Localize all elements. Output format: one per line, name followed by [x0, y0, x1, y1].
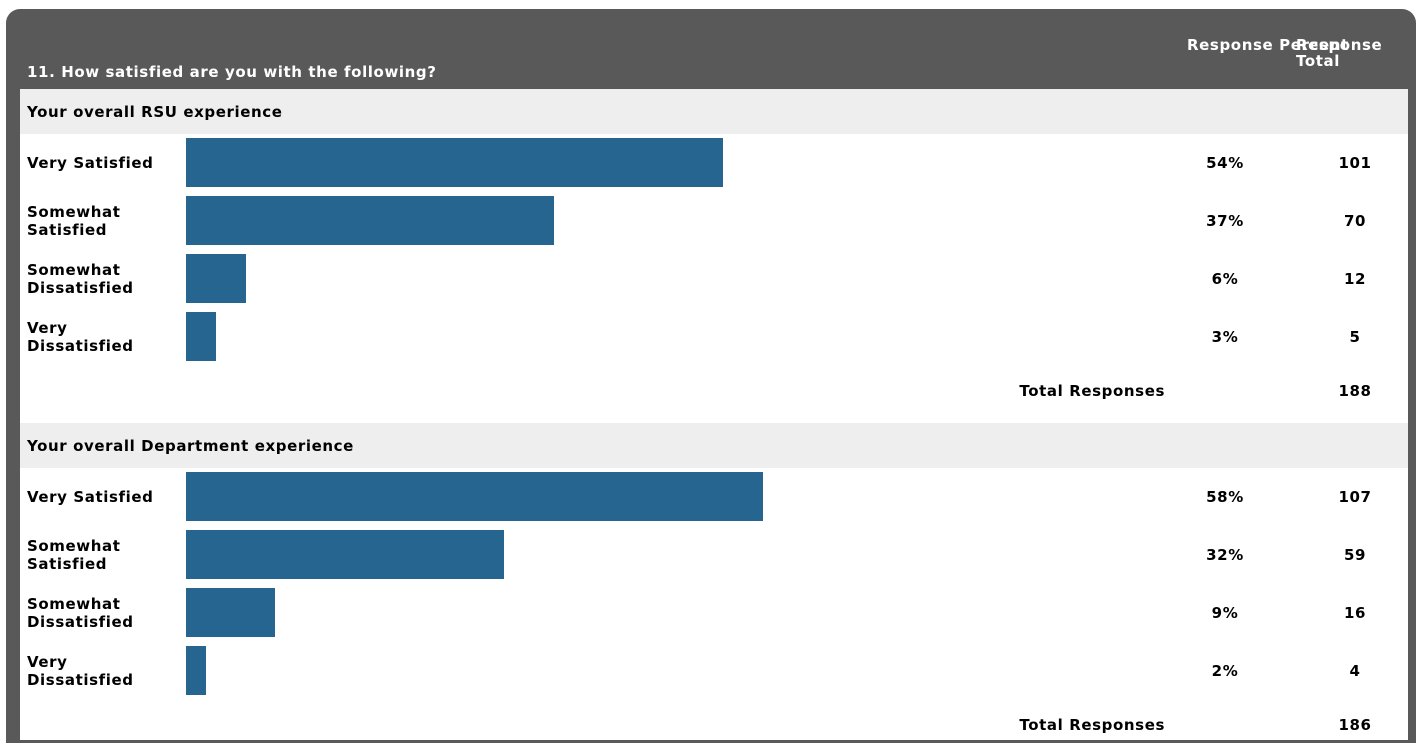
response-count: 4: [1310, 662, 1400, 680]
total-responses-row: Total Responses 188: [20, 366, 1408, 416]
answer-label: Somewhat Satisfied: [27, 203, 177, 239]
answer-label: Somewhat Satisfied: [27, 537, 177, 573]
total-responses-label: Total Responses: [1019, 382, 1165, 400]
answer-row: Very Dissatisfied 2% 4: [20, 642, 1408, 700]
response-bar: [186, 646, 206, 695]
response-count: 59: [1310, 546, 1400, 564]
answer-row: Very Satisfied 58% 107: [20, 468, 1408, 526]
response-bar: [186, 196, 554, 245]
response-bar: [186, 138, 723, 187]
response-percent: 37%: [1160, 212, 1290, 230]
answer-row: Somewhat Satisfied 32% 59: [20, 526, 1408, 584]
results-table: Your overall RSU experience Very Satisfie…: [20, 89, 1408, 740]
response-percent: 58%: [1160, 488, 1290, 506]
response-bar: [186, 312, 216, 361]
answer-label: Somewhat Dissatisfied: [27, 261, 177, 297]
total-responses-value: 188: [1310, 382, 1400, 400]
answer-label: Somewhat Dissatisfied: [27, 595, 177, 631]
response-bar: [186, 530, 504, 579]
question-header: 11. How satisfied are you with the follo…: [6, 9, 1416, 89]
section-header: Your overall RSU experience: [20, 89, 1408, 134]
response-total-header: Response Total: [1296, 37, 1416, 69]
answer-label: Very Dissatisfied: [27, 319, 177, 355]
response-percent: 9%: [1160, 604, 1290, 622]
answer-row: Very Dissatisfied 3% 5: [20, 308, 1408, 366]
response-count: 5: [1310, 328, 1400, 346]
answer-label: Very Satisfied: [27, 488, 177, 506]
section-title: Your overall Department experience: [27, 437, 354, 455]
question-title: 11. How satisfied are you with the follo…: [27, 63, 437, 81]
answer-row: Somewhat Dissatisfied 6% 12: [20, 250, 1408, 308]
section-header: Your overall Department experience: [20, 423, 1408, 468]
response-bar: [186, 588, 275, 637]
response-bar: [186, 254, 246, 303]
response-count: 101: [1310, 154, 1400, 172]
response-count: 12: [1310, 270, 1400, 288]
answer-label: Very Dissatisfied: [27, 653, 177, 689]
response-percent: 32%: [1160, 546, 1290, 564]
response-percent: 6%: [1160, 270, 1290, 288]
section-title: Your overall RSU experience: [27, 103, 283, 121]
answer-row: Very Satisfied 54% 101: [20, 134, 1408, 192]
answer-row: Somewhat Dissatisfied 9% 16: [20, 584, 1408, 642]
response-count: 107: [1310, 488, 1400, 506]
survey-question-panel: 11. How satisfied are you with the follo…: [6, 9, 1416, 743]
response-bar: [186, 472, 763, 521]
response-percent: 3%: [1160, 328, 1290, 346]
answer-label: Very Satisfied: [27, 154, 177, 172]
answer-row: Somewhat Satisfied 37% 70: [20, 192, 1408, 250]
response-count: 70: [1310, 212, 1400, 230]
total-responses-value: 186: [1310, 716, 1400, 734]
response-percent: 2%: [1160, 662, 1290, 680]
total-responses-label: Total Responses: [1019, 716, 1165, 734]
response-count: 16: [1310, 604, 1400, 622]
response-percent: 54%: [1160, 154, 1290, 172]
